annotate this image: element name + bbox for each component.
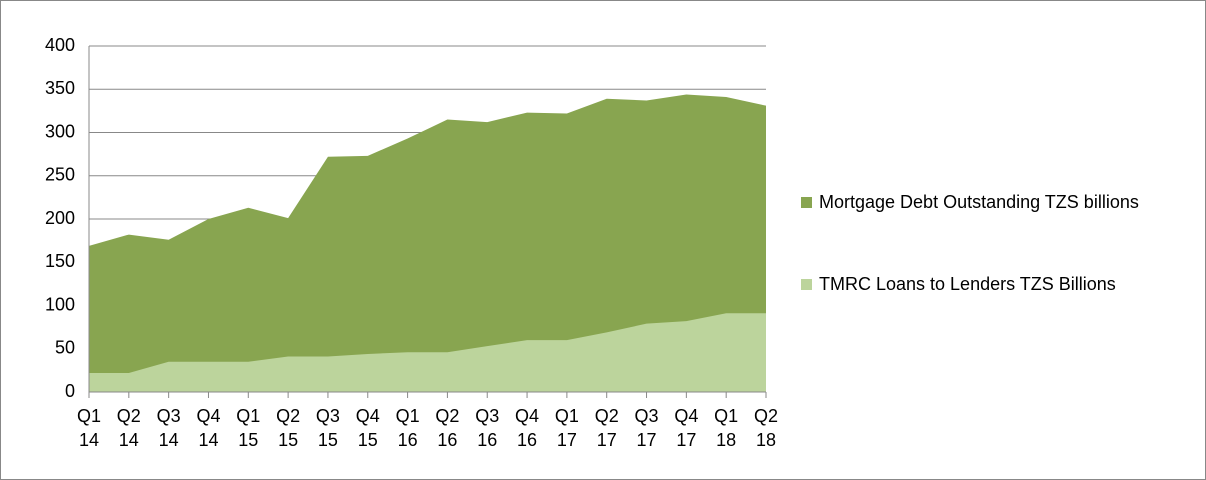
x-tick-label: Q1 15 [236,406,261,450]
x-tick-label: Q4 17 [674,406,699,450]
legend-entry: TMRC Loans to Lenders TZS Billions [801,271,1139,297]
y-tick-label: 250 [45,165,75,185]
x-tick-label: Q2 16 [435,406,460,450]
x-tick-label: Q3 14 [156,406,181,450]
y-tick-label: 100 [45,294,75,314]
y-tick-label: 350 [45,78,75,98]
x-tick-label: Q2 14 [116,406,141,450]
x-tick-label: Q1 16 [395,406,420,450]
y-tick-label: 200 [45,208,75,228]
y-tick-label: 150 [45,251,75,271]
x-tick-label: Q1 14 [76,406,101,450]
legend-label: TMRC Loans to Lenders TZS Billions [819,274,1116,294]
x-tick-label: Q3 17 [634,406,659,450]
y-tick-label: 300 [45,121,75,141]
area [89,313,766,392]
x-tick-label: Q1 17 [554,406,579,450]
x-tick-label: Q4 16 [515,406,540,450]
y-tick-label: 400 [45,35,75,55]
legend-label: Mortgage Debt Outstanding TZS billions [819,192,1139,212]
x-tick-label: Q3 15 [315,406,340,450]
y-tick-label: 50 [55,338,75,358]
y-tick-label: 0 [65,381,75,401]
x-tick-label: Q2 18 [753,406,778,450]
x-tick-label: Q1 18 [714,406,739,450]
x-tick-label: Q4 14 [196,406,221,450]
legend-swatch [801,279,812,290]
area [89,94,766,392]
x-tick-label: Q2 17 [594,406,619,450]
x-tick-label: Q2 15 [276,406,301,450]
legend-swatch [801,197,812,208]
x-tick-label: Q3 16 [475,406,500,450]
legend-entry: Mortgage Debt Outstanding TZS billions [801,189,1139,215]
x-tick-label: Q4 15 [355,406,380,450]
